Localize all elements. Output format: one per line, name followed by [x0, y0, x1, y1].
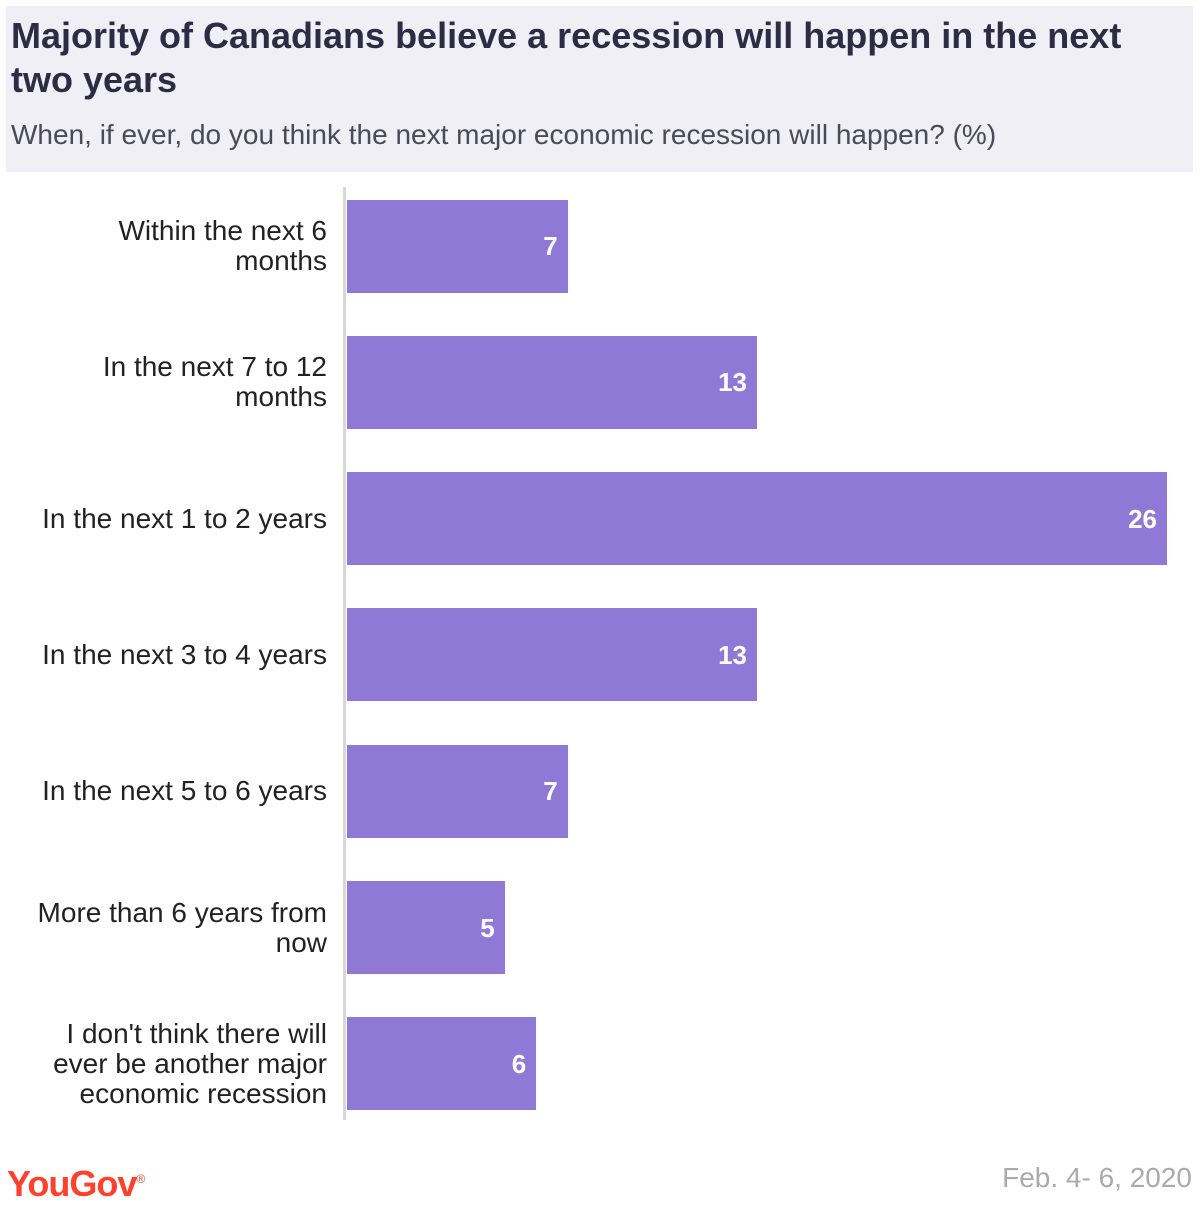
- bar: 6: [347, 1017, 537, 1111]
- category-label: Within the next 6 months: [118, 215, 327, 276]
- bar-value-label: 6: [511, 1048, 527, 1079]
- bar-value-label: 7: [543, 776, 558, 807]
- logo-text: YouGov: [7, 1163, 137, 1204]
- bar: 5: [347, 881, 505, 974]
- bar: 13: [347, 608, 757, 702]
- category-label: In the next 5 to 6 years: [42, 775, 327, 807]
- bar: 7: [347, 744, 568, 838]
- category-label: In the next 1 to 2 years: [42, 502, 327, 534]
- category-label: More than 6 years from now: [37, 896, 327, 958]
- chart-header: [6, 6, 1193, 172]
- category-label: I don't think there will ever be another…: [53, 1017, 327, 1109]
- bar: 7: [347, 199, 568, 293]
- category-label: In the next 3 to 4 years: [42, 638, 327, 670]
- registered-mark: ®: [136, 1172, 146, 1186]
- bar-value-label: 13: [718, 367, 747, 398]
- bar-value-label: 7: [543, 231, 558, 261]
- yougov-logo: YouGov®: [7, 1157, 145, 1206]
- fieldwork-date: Feb. 4- 6, 2020: [1002, 1162, 1192, 1193]
- category-label: In the next 7 to 12 months: [102, 351, 327, 413]
- bar-value-label: 13: [718, 639, 747, 670]
- bar-value-label: 5: [480, 912, 495, 943]
- chart-title: Majority of Canadians believe a recessio…: [11, 15, 1122, 100]
- chart-subtitle: When, if ever, do you think the next maj…: [11, 119, 997, 150]
- bar-value-label: 26: [1128, 503, 1157, 534]
- category-axis-line: [343, 187, 346, 1120]
- bar: 13: [347, 335, 757, 429]
- bar: 26: [347, 472, 1167, 566]
